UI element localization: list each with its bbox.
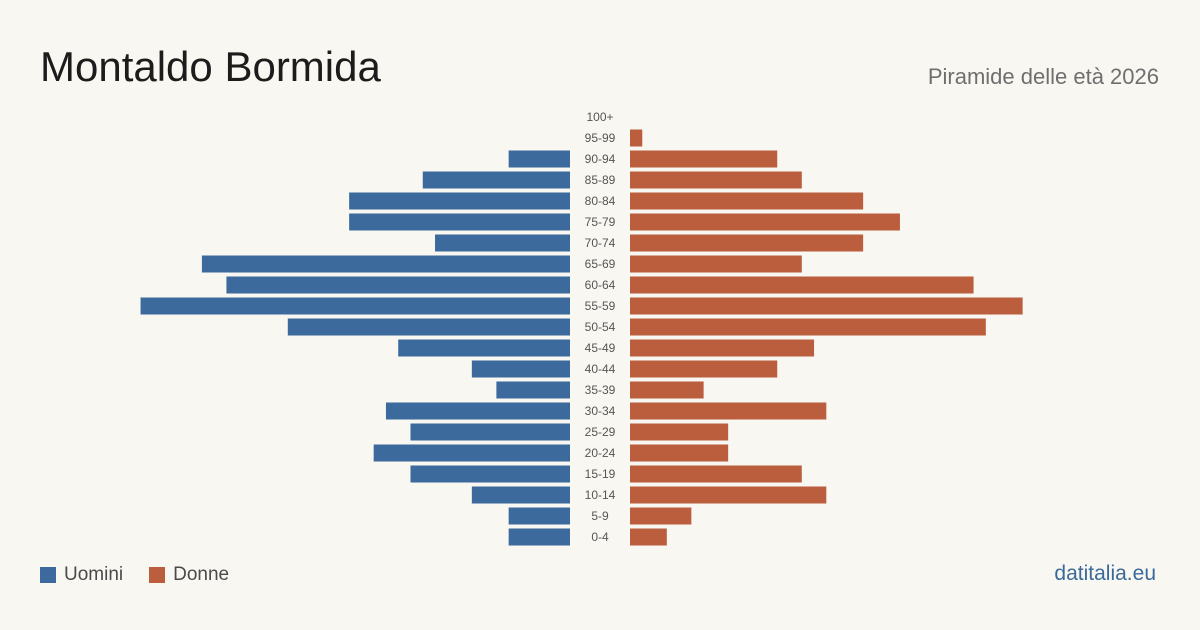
bar-women bbox=[630, 339, 815, 357]
bar-women bbox=[630, 171, 802, 189]
age-label: 85-89 bbox=[585, 173, 616, 187]
bar-women bbox=[630, 444, 729, 462]
bar-men bbox=[410, 465, 570, 483]
bar-women bbox=[630, 318, 986, 336]
bar-men bbox=[140, 297, 571, 315]
age-label: 75-79 bbox=[585, 215, 616, 229]
bar-women bbox=[630, 423, 729, 441]
bar-men bbox=[435, 234, 570, 252]
bar-men bbox=[373, 444, 570, 462]
age-label: 60-64 bbox=[585, 278, 616, 292]
age-label: 90-94 bbox=[585, 152, 616, 166]
bar-women bbox=[630, 276, 974, 294]
age-label: 40-44 bbox=[585, 362, 616, 376]
bar-women bbox=[630, 192, 864, 210]
age-label: 10-14 bbox=[585, 488, 616, 502]
bar-women bbox=[630, 234, 864, 252]
source-link[interactable]: datitalia.eu bbox=[1054, 562, 1156, 585]
age-label: 55-59 bbox=[585, 299, 616, 313]
bar-men bbox=[201, 255, 570, 273]
bar-women bbox=[630, 381, 704, 399]
age-label: 15-19 bbox=[585, 467, 616, 481]
bar-women bbox=[630, 402, 827, 420]
legend-swatch-men bbox=[40, 567, 56, 583]
bar-men bbox=[471, 486, 570, 504]
bar-men bbox=[471, 360, 570, 378]
legend-label-women: Donne bbox=[173, 564, 230, 585]
age-label: 50-54 bbox=[585, 320, 616, 334]
bar-women bbox=[630, 486, 827, 504]
bar-men bbox=[385, 402, 570, 420]
legend-swatch-women bbox=[149, 567, 166, 583]
age-label: 20-24 bbox=[585, 446, 616, 460]
bar-women bbox=[630, 213, 900, 231]
age-label: 5-9 bbox=[591, 509, 609, 523]
bar-men bbox=[398, 339, 570, 357]
chart-title: Montaldo Bormida bbox=[40, 43, 381, 90]
bar-men bbox=[508, 507, 570, 525]
age-label: 100+ bbox=[586, 110, 613, 124]
bar-women bbox=[630, 255, 802, 273]
bar-women bbox=[630, 465, 802, 483]
age-label: 70-74 bbox=[585, 236, 616, 250]
bar-men bbox=[508, 150, 570, 168]
bar-men bbox=[508, 528, 570, 546]
legend-item-women: Donne bbox=[149, 564, 229, 586]
bar-men bbox=[496, 381, 570, 399]
bar-women bbox=[630, 129, 643, 147]
bar-women bbox=[630, 507, 692, 525]
age-label: 30-34 bbox=[585, 404, 616, 418]
bar-women bbox=[630, 528, 667, 546]
age-label: 65-69 bbox=[585, 257, 616, 271]
bar-women bbox=[630, 297, 1023, 315]
bar-men bbox=[349, 192, 570, 210]
legend: Uomini Donne bbox=[40, 564, 255, 586]
legend-item-men: Uomini bbox=[40, 564, 123, 586]
age-label: 95-99 bbox=[585, 131, 616, 145]
bar-men bbox=[226, 276, 570, 294]
bar-men bbox=[349, 213, 570, 231]
bar-women bbox=[630, 360, 778, 378]
legend-label-men: Uomini bbox=[64, 564, 124, 585]
age-label: 45-49 bbox=[585, 341, 616, 355]
bar-women bbox=[630, 150, 778, 168]
bar-men bbox=[287, 318, 570, 336]
chart-subtitle: Piramide delle età 2026 bbox=[927, 64, 1159, 89]
age-label: 25-29 bbox=[585, 425, 616, 439]
age-label: 0-4 bbox=[591, 530, 609, 544]
age-label: 35-39 bbox=[585, 383, 616, 397]
age-label: 80-84 bbox=[585, 194, 616, 208]
bar-men bbox=[410, 423, 570, 441]
bar-men bbox=[422, 171, 570, 189]
